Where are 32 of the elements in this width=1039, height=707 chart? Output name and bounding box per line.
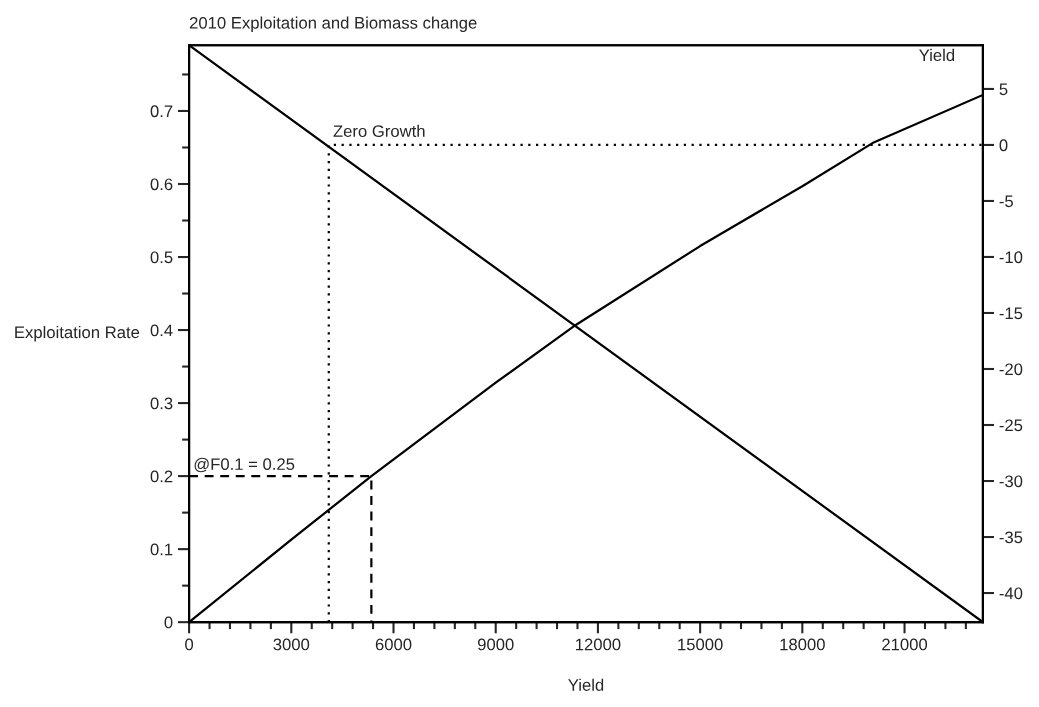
text: Yield xyxy=(919,48,955,62)
annotation: Zero Growth xyxy=(333,124,425,138)
y2-tick-label: 0 xyxy=(999,139,1008,152)
x-tick-label: 3000 xyxy=(273,638,310,651)
y2-tick-label: -30 xyxy=(999,475,1023,488)
x-tick-label: 0 xyxy=(185,638,194,651)
x-tick-label: 21000 xyxy=(882,638,928,651)
y-tick-label: 0.4 xyxy=(150,324,173,337)
y2-tick-label: -20 xyxy=(999,363,1023,376)
y-tick-label: 0.7 xyxy=(150,105,173,118)
x-tick-label: 18000 xyxy=(780,638,825,651)
x-tick-label: 12000 xyxy=(576,638,621,651)
x-tick-label: 15000 xyxy=(678,638,723,651)
x-axis-title: Yield xyxy=(568,678,604,691)
y-tick-label: 0.2 xyxy=(150,470,173,483)
y-tick-label: 0.3 xyxy=(150,397,173,410)
chart-title: 2010 Exploitation and Biomass change xyxy=(189,16,477,33)
y2-tick-label: -40 xyxy=(999,587,1023,600)
y-tick-label: 0.1 xyxy=(150,543,173,556)
x-tick-label: 6000 xyxy=(375,638,412,651)
y-tick-label: 0.6 xyxy=(150,178,173,191)
y2-tick-label: -5 xyxy=(999,195,1013,208)
y-axis-title: Exploitation Rate xyxy=(15,325,140,342)
y2-tick-label: -35 xyxy=(999,531,1023,544)
y2-tick-label: -15 xyxy=(999,307,1023,320)
x-tick-label: 9000 xyxy=(477,638,514,651)
y-tick-label: 0 xyxy=(164,616,173,629)
y-tick-label: 0.5 xyxy=(150,251,173,264)
y2-tick-label: 5 xyxy=(999,83,1008,96)
annotation: @F0.1 = 0.25 xyxy=(194,457,295,473)
y2-tick-label: -10 xyxy=(999,251,1023,264)
y2-tick-label: -25 xyxy=(999,419,1023,432)
